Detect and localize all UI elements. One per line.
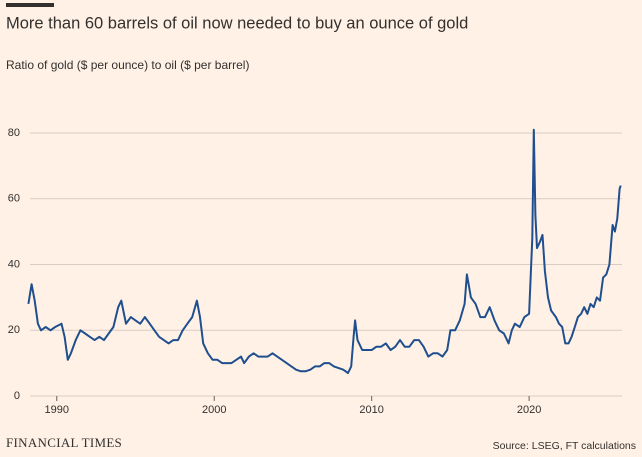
- top-rule: [6, 3, 54, 7]
- x-tick-label: 2000: [202, 404, 226, 416]
- y-tick-label: 20: [8, 324, 20, 336]
- y-tick-label: 0: [14, 390, 20, 402]
- x-tick-label: 1990: [45, 404, 69, 416]
- y-tick-label: 60: [8, 193, 20, 205]
- chart-subtitle: Ratio of gold ($ per ounce) to oil ($ pe…: [6, 58, 249, 72]
- brand: FINANCIAL TIMES: [6, 435, 122, 450]
- x-tick-label: 2010: [359, 404, 383, 416]
- x-tick-label: 2020: [517, 404, 541, 416]
- plot: 0 20 40 60 80 1990 2000 2010 2020: [8, 127, 622, 416]
- chart-title: More than 60 barrels of oil now needed t…: [6, 14, 468, 32]
- y-tick-label: 80: [8, 127, 20, 139]
- series-line: [27, 128, 622, 374]
- y-tick-label: 40: [8, 258, 20, 270]
- source: Source: LSEG, FT calculations: [493, 440, 636, 452]
